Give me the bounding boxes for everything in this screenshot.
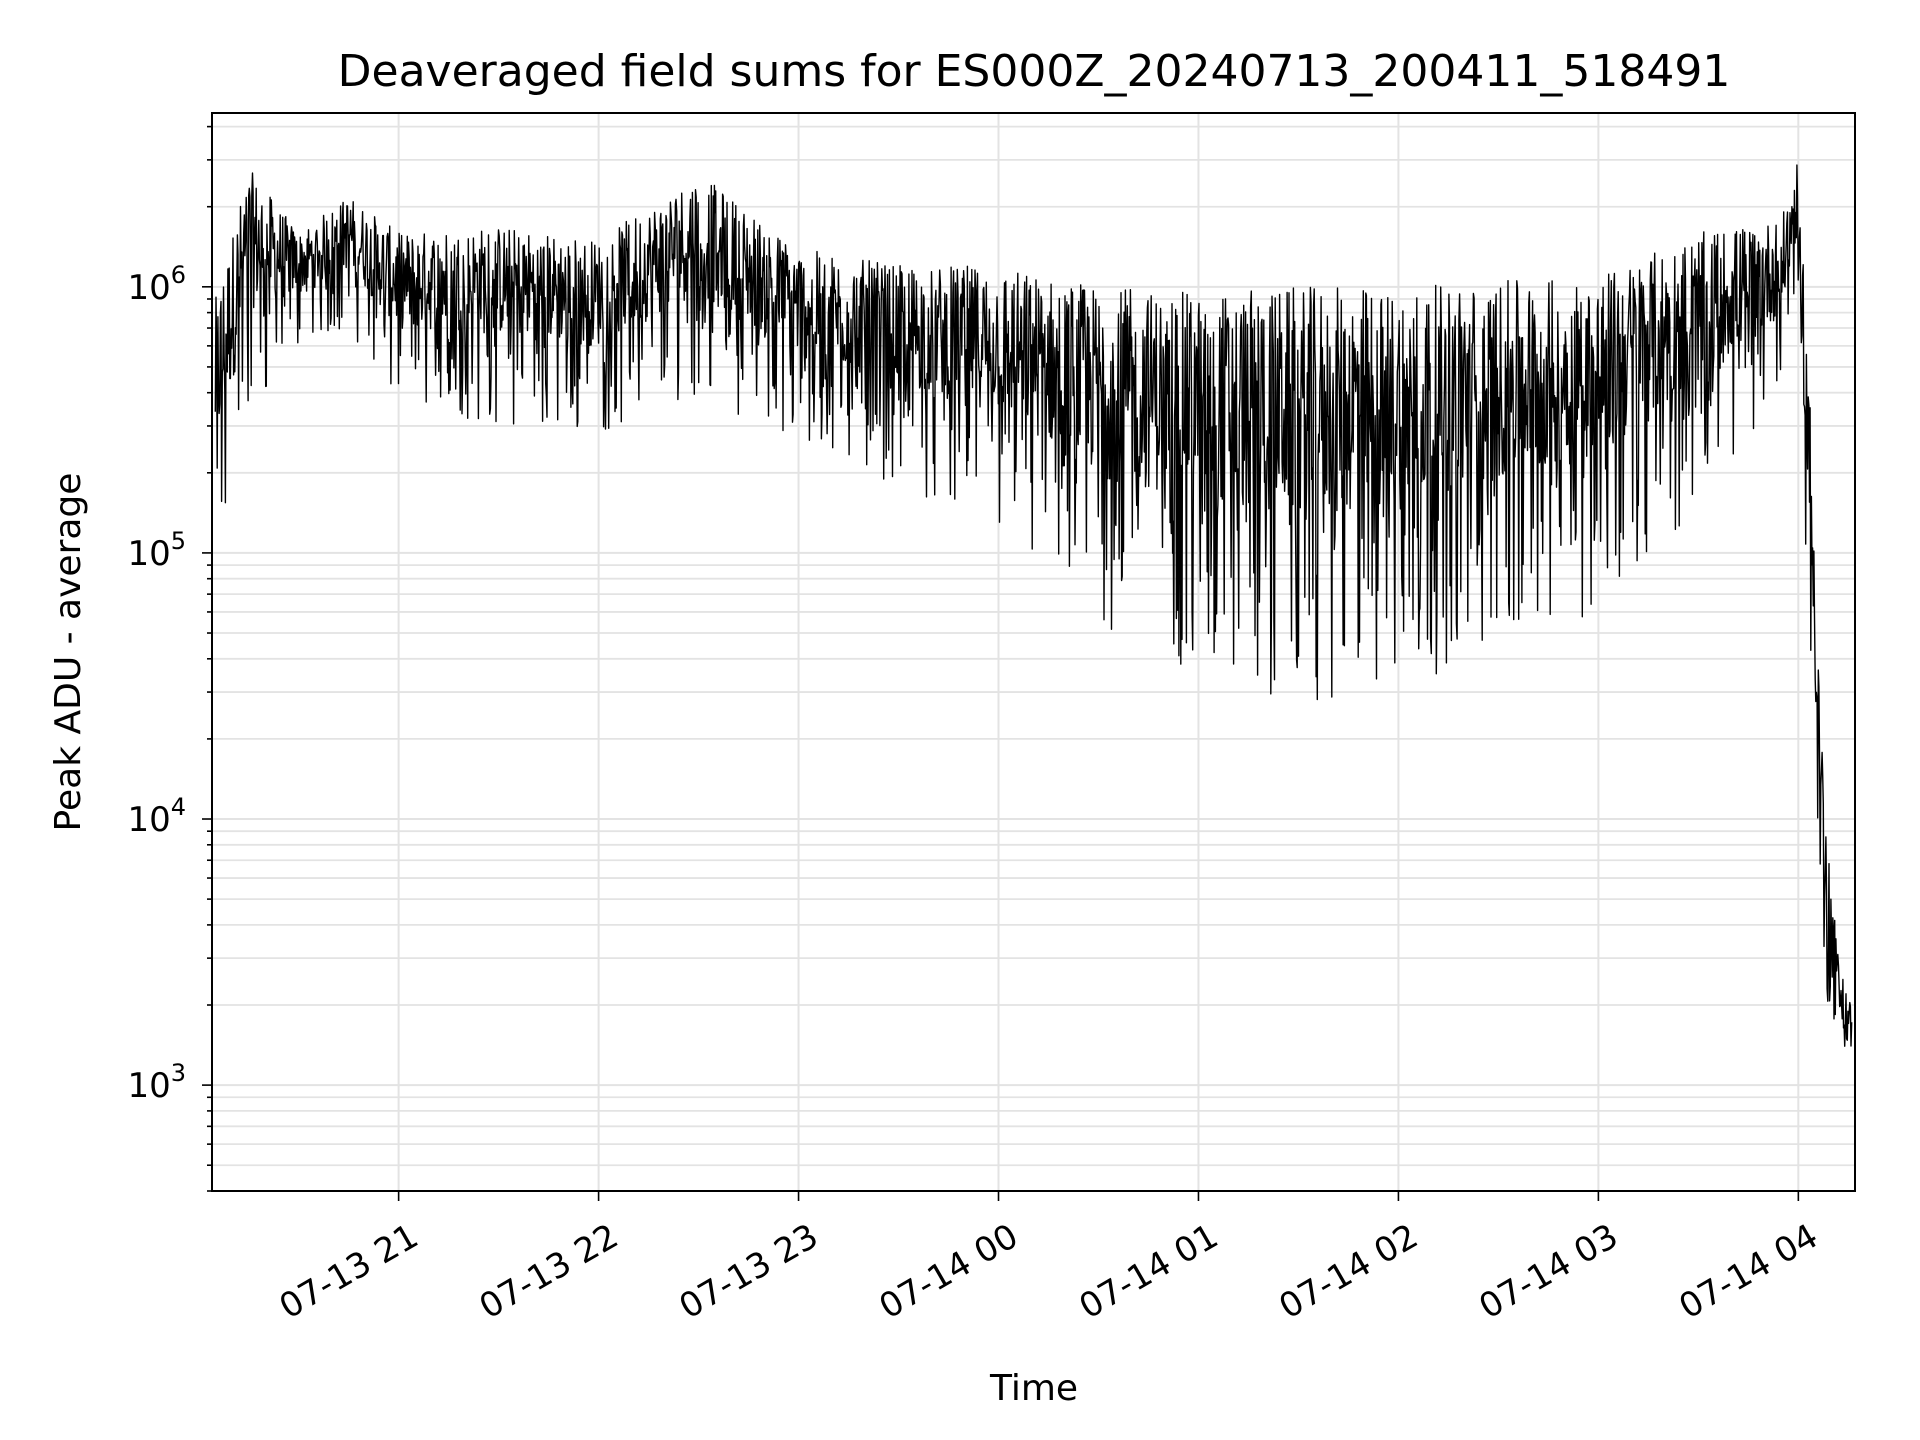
- axes-frame: [211, 112, 1856, 1192]
- plot-area: 07-13 21 07-13 22 07-13 23 07-14 00 07-14 01…: [127, 112, 1856, 1327]
- grid-layer: [212, 113, 1855, 1192]
- y-tick-label: 105: [127, 527, 186, 574]
- y-axis-ticks: 103 104 105 106: [127, 125, 212, 1192]
- y-axis-label: Peak ADU - average: [48, 473, 89, 832]
- chart-title: Deaveraged field sums for ES000Z_2024071…: [338, 46, 1731, 97]
- y-tick-label: 106: [127, 261, 186, 308]
- y-tick-label: 103: [127, 1059, 186, 1106]
- y-tick-label: 104: [127, 793, 186, 840]
- series-line: [214, 164, 1853, 1047]
- x-axis-label: Time: [989, 1368, 1078, 1409]
